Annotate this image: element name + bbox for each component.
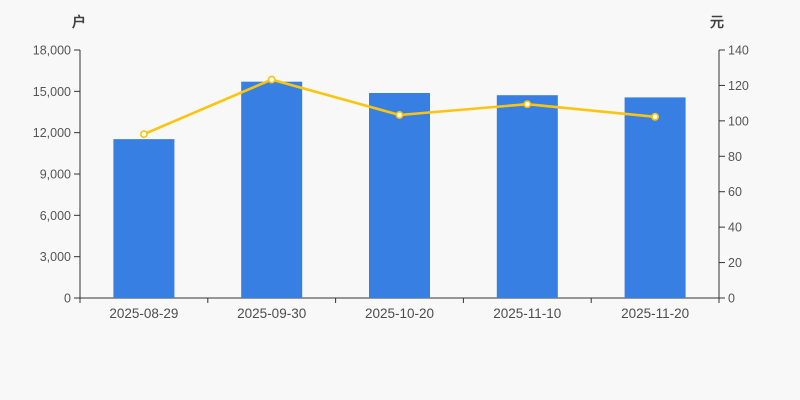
bar: [624, 97, 686, 298]
left-axis-tick-label: 0: [64, 292, 71, 306]
right-axis-tick-label: 100: [728, 114, 749, 128]
line-marker: [395, 111, 404, 119]
x-axis-category-label: 2025-08-29: [109, 306, 178, 321]
line-marker: [523, 100, 532, 109]
left-axis-unit-label: 户: [72, 14, 86, 30]
bar: [241, 81, 303, 298]
left-axis-tick-label: 18,000: [33, 44, 71, 58]
left-axis-tick-label: 9,000: [40, 168, 71, 182]
left-axis-tick-label: 6,000: [40, 209, 71, 223]
right-axis-unit-label: 元: [710, 14, 724, 30]
bar: [369, 92, 430, 298]
bar: [496, 95, 558, 299]
bar: [113, 139, 175, 298]
right-axis-tick-label: 0: [728, 292, 735, 306]
x-axis-category-label: 2025-10-20: [365, 306, 434, 321]
x-axis-category-label: 2025-11-10: [493, 306, 561, 321]
right-axis-tick-label: 40: [728, 221, 742, 235]
right-axis-tick-label: 80: [728, 150, 742, 164]
right-axis-tick-label: 120: [728, 79, 749, 93]
right-axis-tick-label: 20: [728, 256, 742, 270]
left-axis-tick-label: 15,000: [33, 85, 71, 99]
right-axis-tick-label: 60: [728, 185, 742, 199]
line-marker: [267, 75, 276, 84]
x-axis-category-label: 2025-11-20: [621, 306, 689, 321]
left-axis-tick-label: 12,000: [33, 126, 71, 140]
line-marker: [139, 130, 148, 139]
left-axis-tick-label: 3,000: [40, 250, 71, 264]
right-axis-tick-label: 140: [728, 44, 749, 58]
line-marker: [651, 112, 660, 121]
x-axis-category-label: 2025-09-30: [237, 306, 306, 321]
